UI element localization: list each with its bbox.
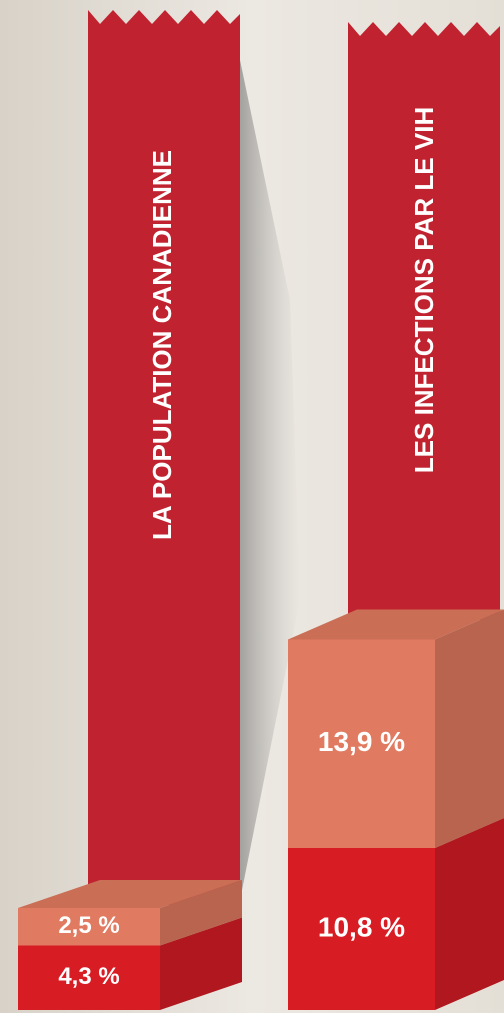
value-label: 10,8 %: [318, 911, 405, 942]
ribbon-label: LA POPULATION CANADIENNE: [147, 150, 177, 540]
value-label: 13,9 %: [318, 726, 405, 757]
box-side: [435, 610, 504, 849]
value-label: 2,5 %: [58, 912, 119, 939]
ribbon-label: LES INFECTIONS PAR LE VIH: [409, 107, 439, 473]
box-side: [435, 818, 504, 1010]
infographic: LA POPULATION CANADIENNE 4,3 % 2,5 % LES IN…: [0, 0, 504, 1013]
value-label: 4,3 %: [58, 963, 119, 990]
